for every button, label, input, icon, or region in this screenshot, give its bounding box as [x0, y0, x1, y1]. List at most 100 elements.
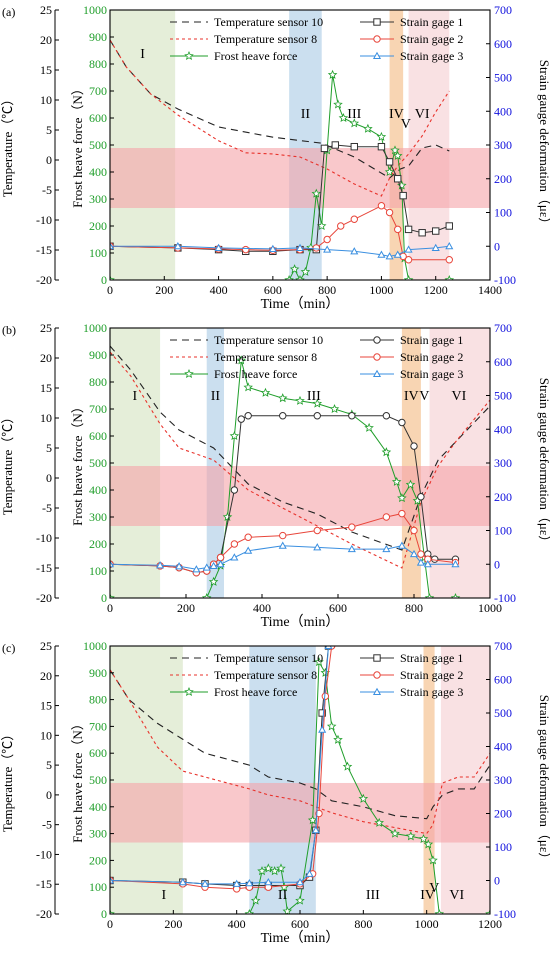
stage-label: II — [278, 888, 288, 903]
force-tick-label: 1000 — [83, 3, 107, 17]
stage-band-I — [110, 328, 161, 598]
legend-marker — [373, 35, 381, 43]
x-tick-label: 600 — [291, 917, 309, 931]
point-sg2 — [398, 509, 406, 518]
force-tick-label: 200 — [89, 537, 107, 551]
point-sg1 — [230, 486, 239, 494]
temp-tick-label: 15 — [40, 63, 52, 77]
legend-marker — [373, 353, 381, 361]
legend-label: Temperature sensor 10 — [214, 15, 323, 29]
point-sg3 — [156, 561, 165, 569]
legend: Temperature sensor 10 Temperature sensor … — [170, 651, 463, 699]
legend-label: Frost heave force — [214, 685, 297, 699]
x-tick-label: 1400 — [478, 283, 502, 297]
point-frost — [295, 895, 305, 905]
temp-axis-title: Temperature（℃） — [0, 411, 15, 516]
x-tick-label: 1000 — [478, 601, 502, 615]
stage-label: VI — [415, 107, 430, 122]
stage-band-I — [110, 10, 176, 280]
x-tick-label: 400 — [253, 601, 271, 615]
temp-tick-label: 0 — [46, 471, 52, 485]
point-sg3 — [382, 544, 391, 553]
strain-tick-label: 600 — [494, 355, 512, 369]
strain-tick-label: 400 — [494, 740, 512, 754]
temp-tick-label: 0 — [46, 153, 52, 167]
point-sg1 — [410, 442, 418, 450]
point-sg3 — [178, 877, 187, 886]
point-frost — [333, 99, 343, 109]
legend-marker — [373, 654, 381, 662]
point-sg2 — [312, 244, 320, 252]
point-sg1 — [399, 191, 407, 200]
force-tick-label: 1000 — [83, 639, 107, 653]
point-sg2 — [377, 202, 386, 210]
stage-label: IV — [404, 389, 419, 404]
x-tick-label: 400 — [228, 917, 246, 931]
force-tick-label: 700 — [89, 84, 107, 98]
panel-label: (c) — [2, 641, 15, 655]
point-sg2 — [417, 550, 425, 558]
point-frost — [284, 274, 294, 280]
point-frost — [358, 793, 369, 803]
point-sg2 — [244, 533, 252, 541]
point-frost — [349, 118, 360, 128]
stage-bands — [110, 646, 490, 914]
x-tick-label: 0 — [107, 917, 113, 931]
stage-label: VI — [452, 389, 467, 404]
stage-label: V — [419, 389, 429, 404]
strain-tick-label: -100 — [494, 273, 516, 287]
panel-label: (a) — [2, 5, 15, 19]
point-frost — [263, 863, 274, 873]
point-sg3 — [209, 561, 218, 569]
temp-tick-label: 5 — [46, 758, 52, 772]
legend-marker — [372, 687, 382, 696]
point-sg1 — [348, 412, 356, 420]
series-line-temp10 — [110, 345, 490, 551]
strain-tick-label: 500 — [494, 71, 512, 85]
point-frost — [307, 815, 318, 825]
point-sg2 — [323, 235, 331, 244]
point-frost — [434, 908, 445, 914]
series-line-temp10 — [110, 669, 490, 820]
stage-label: V — [401, 117, 411, 132]
force-tick-label: 300 — [89, 510, 107, 524]
point-frost — [424, 592, 435, 598]
point-frost — [405, 479, 416, 489]
legend-label: Strain gage 1 — [400, 651, 463, 665]
x-tick-label: 1200 — [478, 917, 502, 931]
stage-label: III — [307, 389, 321, 404]
point-sg3 — [347, 544, 356, 553]
stage-label: III — [366, 888, 380, 903]
point-sg1 — [418, 229, 426, 237]
strain-tick-label: 300 — [494, 138, 512, 152]
point-sg3 — [318, 725, 327, 733]
point-frost — [326, 721, 337, 731]
point-sg3 — [173, 242, 182, 250]
strain-tick-label: -100 — [494, 591, 516, 605]
series-line-temp8 — [110, 669, 490, 835]
stage-label: VI — [449, 888, 464, 903]
point-frost — [208, 576, 219, 586]
point-frost — [295, 275, 305, 280]
legend-label: Strain gage 3 — [400, 49, 463, 63]
point-sg3 — [393, 250, 402, 258]
temp-tick-label: -10 — [36, 213, 52, 227]
point-sg2 — [350, 215, 358, 223]
x-tick-label: 200 — [164, 917, 182, 931]
point-frost — [342, 761, 353, 771]
point-frost — [244, 908, 255, 914]
force-tick-label: 600 — [89, 429, 107, 443]
force-tick-label: 0 — [101, 907, 107, 921]
point-sg3 — [423, 560, 432, 568]
force-tick-label: 400 — [89, 800, 107, 814]
point-frost — [364, 422, 374, 432]
stage-label: V — [429, 881, 439, 896]
point-sg3 — [278, 541, 287, 549]
point-frost — [201, 592, 212, 598]
point-sg2 — [242, 245, 250, 254]
temp-tick-label: 15 — [40, 381, 52, 395]
point-sg2 — [216, 553, 225, 562]
strain-tick-label: 100 — [494, 524, 512, 538]
point-frost — [229, 430, 240, 441]
point-frost — [418, 834, 429, 844]
